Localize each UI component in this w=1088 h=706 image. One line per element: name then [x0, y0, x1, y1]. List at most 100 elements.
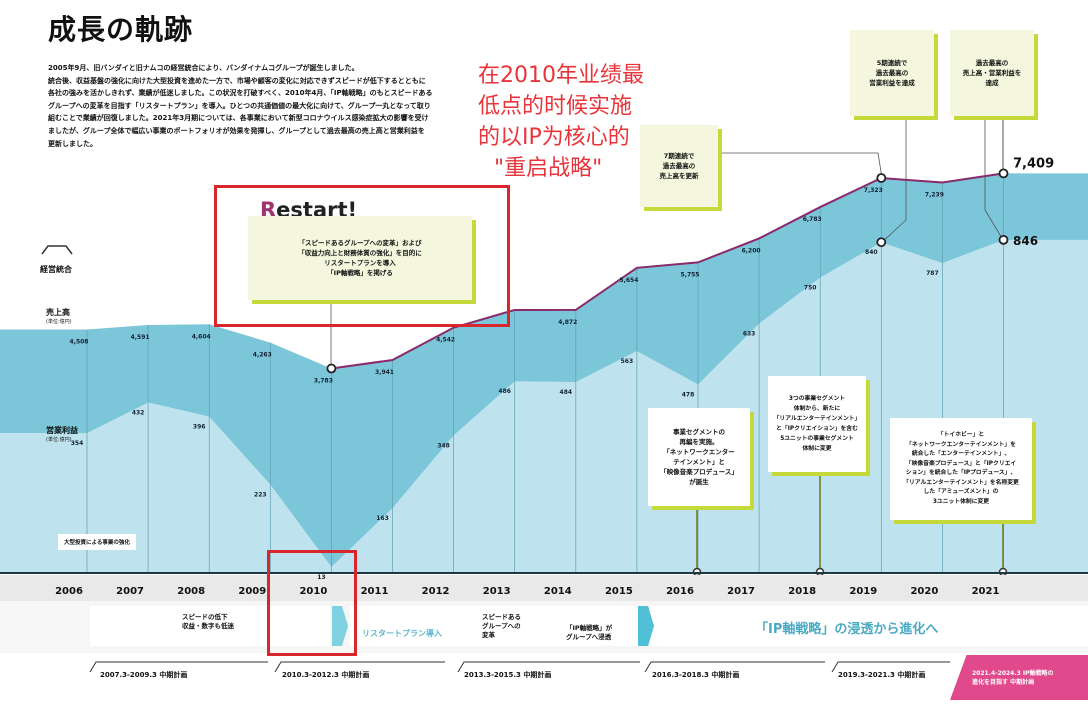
- callout-profit-record: 5期連続で 過去最高の 営業利益を達成: [850, 30, 934, 116]
- callout-line: が誕生: [689, 478, 709, 486]
- callout-line: 「映像音楽プロデュース」と「IPクリエイ: [905, 460, 1017, 467]
- sales-value-label: 4,872: [558, 319, 577, 326]
- sales-value-label: 7,239: [925, 192, 944, 199]
- year-label: 2015: [605, 586, 633, 597]
- connector-line: [881, 118, 907, 243]
- sales-value-label: 5,654: [619, 277, 638, 284]
- sales-value-label: 4,263: [253, 352, 272, 359]
- sales-value-label: 5,755: [681, 271, 700, 278]
- callout-line: 5期連続で: [876, 59, 908, 67]
- sales-value-label: 6,783: [803, 216, 822, 223]
- plan-2016: 2016.3-2018.3 中期計画: [652, 671, 740, 679]
- profit-value-label: 432: [132, 409, 145, 416]
- callout-line: 体制から、新たに: [793, 406, 841, 412]
- callout-line: テインメント」と: [673, 458, 725, 466]
- year-label: 2008: [177, 586, 205, 597]
- plan-line: 2021.4-2024.3 IP軸戦略の: [972, 670, 1054, 677]
- callout-record-both: 過去最高の 売上高・営業利益を 達成: [950, 30, 1034, 116]
- phase-line: 変革: [482, 631, 495, 639]
- laurel-icon: [41, 245, 73, 255]
- callout-line: ション」を統合した「IPプロデュース」、: [905, 470, 1017, 476]
- sales-value-label: 7,323: [864, 187, 883, 194]
- sales-value-label: 3,941: [375, 369, 394, 376]
- current-plan-badge: 2021.4-2024.3 IP軸戦略の 進化を目指す 中期計画: [950, 655, 1088, 700]
- profit-value-label: 163: [376, 515, 389, 522]
- intro-line: 組むことで業績が回復しました。2021年3月期については、各事業において新型コロ…: [48, 114, 429, 123]
- profit-label: 営業利益: [46, 426, 78, 435]
- callout-sales-record: 7期連続で 過去最高の 売上高を更新: [640, 125, 718, 207]
- chevron-icon: [638, 606, 654, 646]
- callout-line: 過去最高の: [975, 59, 1009, 67]
- intro-line: 更新しました。: [48, 139, 97, 148]
- profit-value-label: 348: [437, 442, 450, 449]
- profit-value-label: 484: [560, 389, 573, 396]
- sales-value-label: 4,542: [436, 337, 455, 344]
- intro-line: ましたが、グループ全体で幅広い事業のポートフォリオが効果を発揮し、グループとして…: [48, 126, 425, 135]
- year-label: 2018: [788, 586, 816, 597]
- plan-2007: 2007.3-2009.3 中期計画: [100, 671, 188, 679]
- year-label: 2012: [422, 586, 450, 597]
- callout-line: 売上高を更新: [659, 172, 699, 180]
- annotation-line: 在2010年业绩最: [478, 63, 644, 88]
- sales-value-label: 4,508: [70, 338, 89, 345]
- year-label: 2021: [972, 586, 1000, 597]
- plan-bracket: [89, 661, 268, 673]
- phase-line: グループへの: [482, 622, 521, 630]
- intro-line: 各社の強みを活かしきれず、業績が低迷しました。この状況を打破すべく、2010年4…: [48, 89, 433, 98]
- profit-value-label: 563: [621, 358, 634, 365]
- phase-slowdown: スピードの低下 収益・数字も低迷: [182, 613, 234, 631]
- phase-block: [650, 606, 1088, 646]
- profit-value-label: 750: [804, 285, 817, 292]
- phase-block: [90, 606, 330, 646]
- phase-block: [350, 606, 640, 646]
- tooltip-investment: 大型投資による事業の強化: [58, 534, 136, 550]
- callout-line: リスタートプランを導入: [324, 259, 396, 267]
- callout-line: 再編を実施。: [679, 438, 719, 446]
- year-label: 2011: [361, 586, 389, 597]
- year-label: 2020: [910, 586, 938, 597]
- integration-marker: 経営統合: [40, 244, 74, 275]
- year-label: 2009: [238, 586, 266, 597]
- callout-line: 営業利益を達成: [869, 79, 915, 87]
- connector-line: [720, 152, 883, 179]
- callout-line: 3ユニット体制に変更: [932, 498, 990, 505]
- callout-line: 体制に変更: [802, 446, 832, 452]
- data-point-marker: [998, 168, 1009, 179]
- callout-line: 5ユニットの事業セグメント: [780, 436, 854, 442]
- sales-final-label: 7,409: [1013, 156, 1054, 171]
- callout-line: 過去最高の: [662, 162, 696, 170]
- annotation-line: "重启战略": [494, 156, 603, 181]
- phase-line: スピードの低下: [182, 613, 228, 621]
- profit-area: [0, 239, 1088, 572]
- profit-value-label: 787: [926, 270, 939, 277]
- callout-line: 「映像音楽プロデュース」: [660, 468, 738, 476]
- phase-restart: リスタートプラン導入: [362, 629, 442, 638]
- callout-line: 達成: [985, 79, 999, 87]
- data-point-marker: [876, 237, 887, 248]
- profit-value-label: 840: [865, 249, 878, 256]
- callout-segment-2016: 事業セグメントの 再編を実施。 「ネットワークエンター テインメント」と 「映像…: [648, 408, 750, 506]
- phase-ip-evolution: 「IP軸戦略」の浸透から進化へ: [755, 622, 939, 637]
- profit-unit: (単位:億円): [46, 437, 72, 443]
- phase-line: 収益・数字も低迷: [182, 622, 234, 630]
- plan-bracket: [644, 661, 825, 673]
- callout-segment-2018: 3つの事業セグメント 体制から、新たに 「リアルエンターテインメント」 と「IP…: [768, 376, 866, 472]
- annotation-line: 低点的时候实施: [478, 94, 633, 119]
- year-label: 2010: [299, 586, 327, 597]
- callout-line: 7期連続で: [663, 152, 695, 160]
- callout-line: 過去最高の: [875, 69, 909, 77]
- phase-ip-penetration: 「IP軸戦略」が グループへ浸透: [566, 624, 612, 642]
- plan-2013: 2013.3-2015.3 中期計画: [464, 671, 552, 679]
- sales-value-label: 3,783: [314, 377, 333, 384]
- callout-line: 3つの事業セグメント: [788, 396, 846, 402]
- plan-bracket: [274, 661, 445, 673]
- year-label: 2006: [55, 586, 83, 597]
- connector-line: [984, 118, 1004, 241]
- year-band: [0, 575, 1088, 601]
- plan-2019: 2019.3-2021.3 中期計画: [838, 671, 926, 679]
- data-point-marker: [998, 234, 1009, 245]
- profit-value-label: 396: [193, 424, 206, 431]
- sales-legend: 売上高 (単位:億円): [46, 307, 72, 325]
- profit-value-label: 13: [317, 574, 325, 581]
- sales-unit: (単位:億円): [46, 319, 72, 325]
